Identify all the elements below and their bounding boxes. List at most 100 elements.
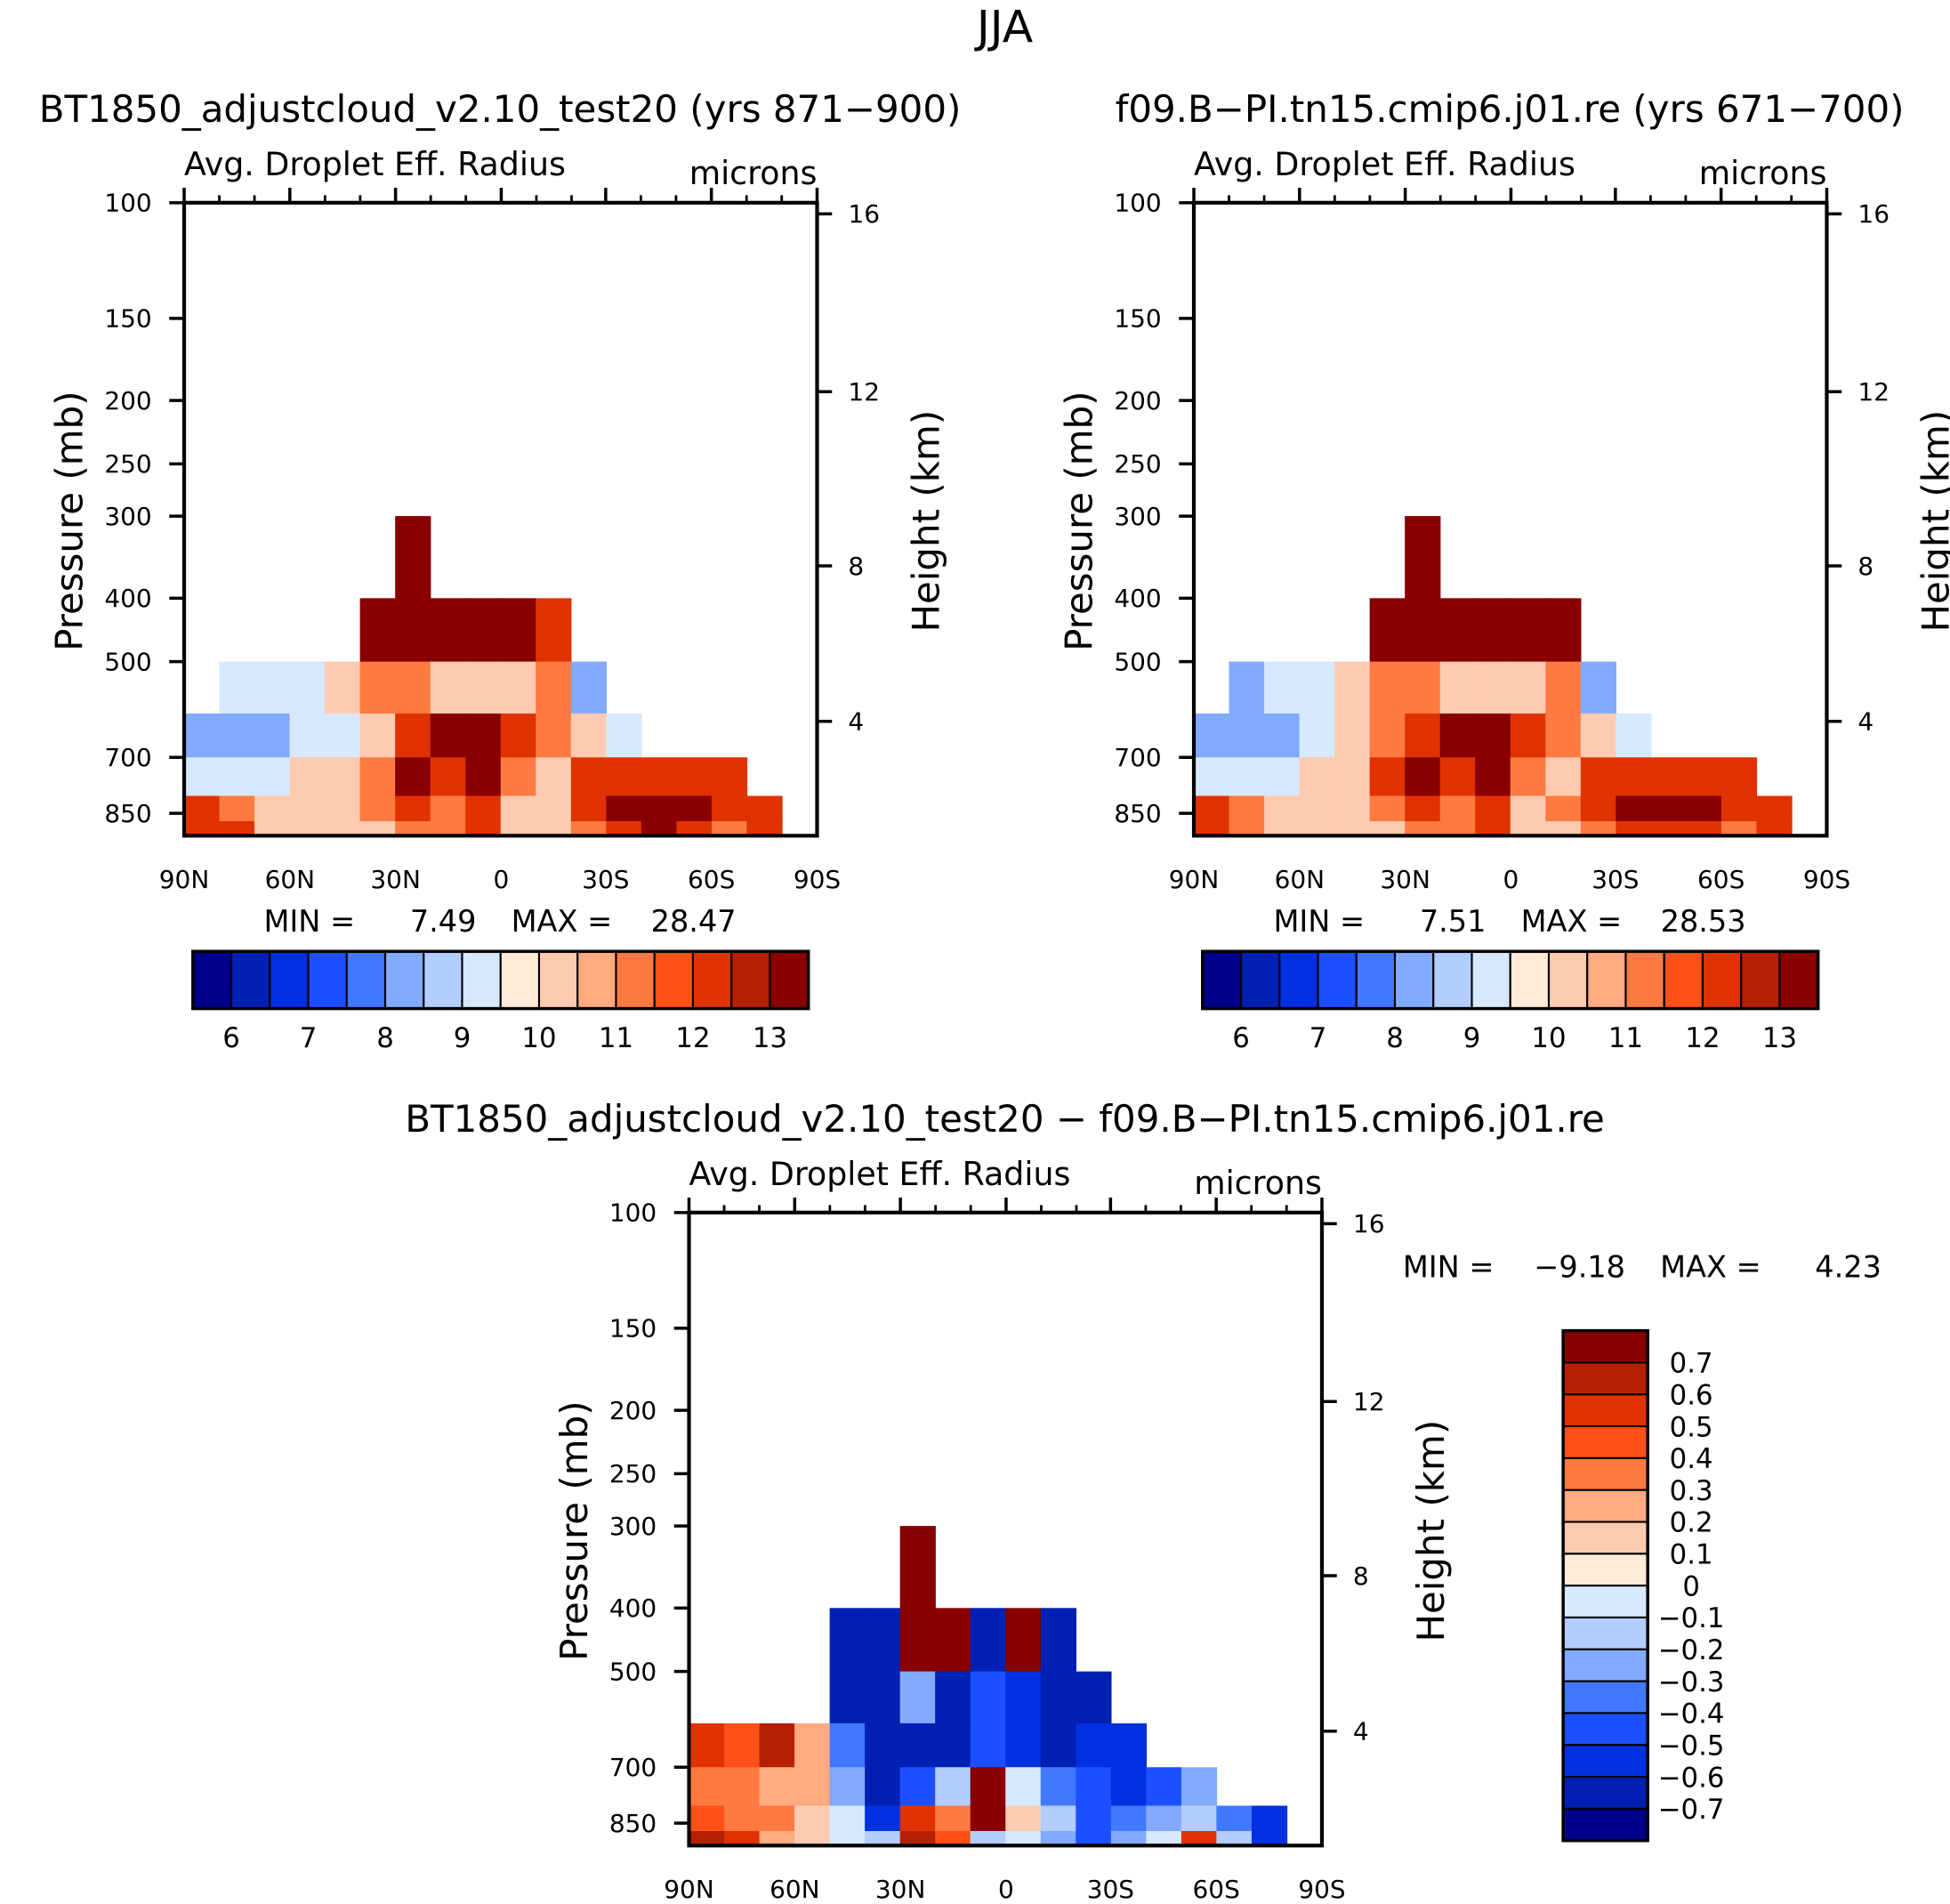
heatmap-cell [829,1671,866,1724]
y-tick-label: 500 [1114,647,1161,676]
heatmap-cell [430,598,466,663]
panel-3: BT1850_adjustcloud_v2.10_test20 − f09.B−… [405,1097,1882,1904]
heatmap [1194,516,1793,837]
colorbar-label: −0.4 [1658,1698,1725,1731]
heatmap-cell [1510,757,1546,797]
heatmap-cell [395,598,431,663]
heatmap-cell [1475,795,1511,822]
heatmap-cell [1264,713,1301,758]
x-tick-label: 30S [1087,1875,1134,1904]
heatmap-cell [829,1722,866,1768]
heatmap-cell [1720,757,1758,797]
colorbar-swatch [461,950,502,1010]
heatmap-cell [1005,1671,1042,1724]
y-axis-label: Pressure (mb) [1057,391,1100,651]
heatmap-cell [359,598,396,663]
figure-title: JJA [974,1,1033,53]
heatmap-cell [184,820,221,837]
min-label: MIN = [1273,904,1365,939]
heatmap-cell [1146,1805,1182,1832]
y-tick-label: 250 [104,449,151,479]
heatmap-cell [1229,757,1265,797]
colorbar-label: 7 [300,1022,318,1054]
max-value: 28.53 [1661,904,1746,939]
heatmap-cell [395,516,431,600]
height-tick-label: 4 [1353,1716,1369,1746]
y-tick-label: 300 [1114,502,1161,531]
heatmap-cell [865,1671,901,1724]
x-tick-label: 90N [159,865,209,894]
y-tick-label: 250 [609,1459,657,1489]
heatmap-cell [1405,598,1441,663]
panel-units: microns [1194,1164,1322,1202]
heatmap-cell [1545,713,1582,758]
colorbar-swatch [1562,1776,1649,1810]
heatmap-cell [395,757,431,797]
colorbar-swatch [1562,1648,1649,1682]
heatmap-cell [1369,795,1406,822]
heatmap-cell [711,820,748,837]
heatmap-cell [359,795,396,822]
heatmap-cell [289,820,326,837]
heatmap-cell [970,1608,1006,1673]
heatmap-cell [1110,1767,1148,1807]
heatmap-cell [430,757,466,797]
x-tick-label: 0 [1503,865,1519,894]
heatmap-cell [1040,1767,1076,1807]
x-tick-label: 60N [1275,865,1325,894]
colorbar-swatch [1562,1553,1649,1587]
colorbar-swatch [1562,1425,1649,1459]
min-value: 7.51 [1420,904,1487,939]
colorbar-swatch [499,950,541,1010]
heatmap-cell [1040,1830,1076,1847]
heatmap-cell [641,757,678,797]
heatmap-cell [970,1805,1006,1832]
heatmap-cell [1545,661,1582,714]
colorbar-swatch [1471,950,1511,1010]
heatmap-cell [711,757,748,797]
heatmap-cell [724,1722,761,1768]
heatmap-cell [359,820,396,837]
heatmap-cell [689,1805,725,1832]
heatmap-cell [325,661,361,714]
colorbar-swatch [1355,950,1397,1010]
x-tick-label: 30S [1591,865,1639,894]
heatmap-cell [1580,757,1617,797]
heatmap-cell [325,757,361,797]
heatmap-cell [1334,713,1371,758]
heatmap-cell [829,1830,866,1847]
y-tick-label: 200 [609,1396,657,1425]
heatmap-cell [500,598,536,663]
heatmap-cell [1650,757,1688,797]
y-tick-label: 700 [609,1753,657,1782]
heatmap-cell [1405,516,1441,600]
heatmap-cell [1180,1767,1218,1807]
height-tick-label: 12 [848,377,880,407]
colorbar-label: −0.2 [1658,1634,1725,1666]
heatmap-cell [1616,795,1652,822]
heatmap-cell [1439,795,1476,822]
colorbar-swatch [1432,950,1473,1010]
heatmap-cell [1686,820,1722,837]
colorbar-label: −0.1 [1658,1602,1725,1634]
min-value: −9.18 [1534,1250,1625,1285]
colorbar-label: 0.2 [1670,1507,1713,1539]
max-label: MAX = [512,904,613,939]
colorbar-swatch [1201,950,1243,1010]
heatmap-cell [570,757,608,797]
heatmap-cell [1005,1767,1042,1807]
x-tick-label: 30N [875,1875,925,1904]
heatmap-cell [1334,795,1371,822]
heatmap-cell [536,598,572,663]
colorbar-label: 0.7 [1670,1348,1713,1380]
heatmap-cell [289,757,326,797]
colorbar-swatch [1740,950,1781,1010]
x-tick-label: 90S [1803,865,1850,894]
heatmap-cell [899,1608,936,1673]
heatmap-cell [759,1722,795,1768]
y-tick-label: 300 [104,502,151,531]
heatmap-cell [1005,1805,1042,1832]
colorbar-frame [1561,1328,1649,1843]
colorbar-swatch [1562,1521,1649,1555]
y-tick-label: 100 [1114,189,1161,218]
